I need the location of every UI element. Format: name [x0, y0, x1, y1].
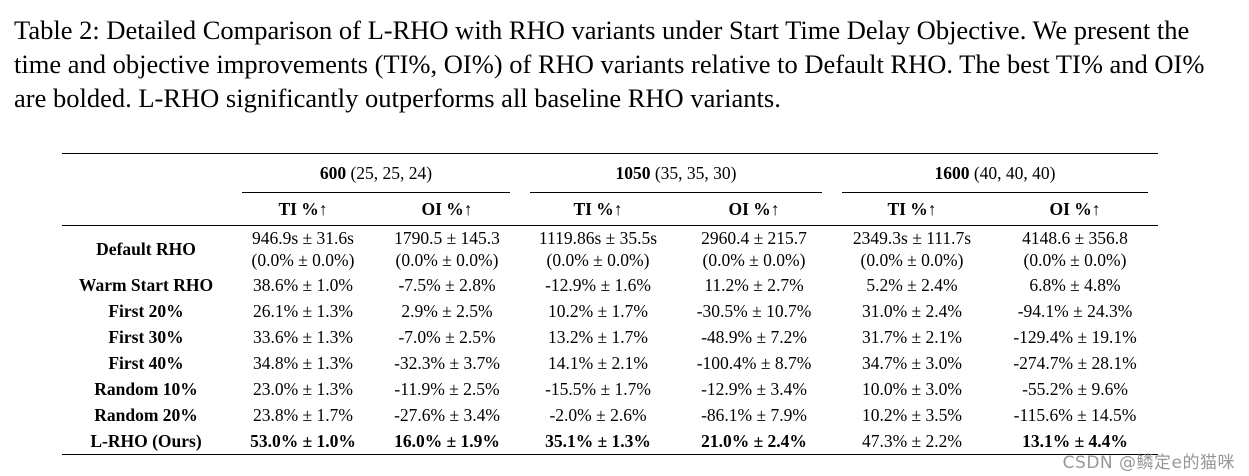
group-params: (35, 35, 30) — [650, 163, 737, 183]
table-cell: 1790.5 ± 145.3 (0.0% ± 0.0%) — [394, 228, 500, 270]
table-cell: -30.5% ± 10.7% — [696, 301, 812, 321]
table-cell: -86.1% ± 7.9% — [701, 405, 807, 425]
table-row: Random 20% 23.8% ± 1.7% -27.6% ± 3.4% -2.0%… — [62, 402, 1158, 428]
table-cell: 53.0% ± 1.0% — [250, 431, 356, 451]
table-caption: Table 2: Detailed Comparison of L-RHO wi… — [14, 15, 1205, 113]
table-cell: 10.2% ± 3.5% — [861, 405, 962, 425]
table-cell: -2.0% ± 2.6% — [549, 405, 647, 425]
table-cell: 10.2% ± 1.7% — [547, 301, 648, 321]
table-row: First 20% 26.1% ± 1.3% 2.9% ± 2.5% 10.2% ± … — [62, 298, 1158, 324]
table-cell: -11.9% ± 2.5% — [394, 379, 500, 399]
table-cell: -115.6% ± 14.5% — [1013, 405, 1137, 425]
group-name: 1600 — [934, 163, 970, 183]
table-row: Warm Start RHO 38.6% ± 1.0% -7.5% ± 2.8% -1… — [62, 272, 1158, 298]
table-cell: 1119.86s ± 35.5s (0.0% ± 0.0%) — [538, 228, 658, 270]
method-label: Warm Start RHO — [78, 275, 214, 295]
table-cell: -7.0% ± 2.5% — [398, 327, 496, 347]
table-cell: -274.7% ± 28.1% — [1013, 353, 1137, 373]
table-cell: 2349.3s ± 111.7s (0.0% ± 0.0%) — [852, 228, 972, 270]
group-cmidrule — [232, 192, 520, 193]
table-row: Random 10% 23.0% ± 1.3% -11.9% ± 2.5% -15.5… — [62, 376, 1158, 402]
table-cell: -27.6% ± 3.4% — [394, 405, 500, 425]
comparison-table: 600 (25, 25, 24) 1050 (35, 35, 30) 1600 … — [62, 153, 1158, 455]
table-cell: 34.7% ± 3.0% — [861, 353, 962, 373]
table-cell: 13.2% ± 1.7% — [547, 327, 648, 347]
subheader-ti: TI %↑ — [887, 199, 937, 219]
table-cell: -55.2% ± 9.6% — [1022, 379, 1128, 399]
table-cell: 2.9% ± 2.5% — [401, 301, 493, 321]
table-cell: 4148.6 ± 356.8 (0.0% ± 0.0%) — [1022, 228, 1128, 270]
group-header: 1600 (40, 40, 40) — [832, 154, 1158, 192]
table-cell: 6.8% ± 4.8% — [1029, 275, 1121, 295]
table-cell: 16.0% ± 1.9% — [394, 431, 500, 451]
table-cell: -12.9% ± 1.6% — [545, 275, 651, 295]
group-name: 1050 — [615, 163, 651, 183]
subheader-oi: OI %↑ — [1049, 199, 1101, 219]
subheader-ti: TI %↑ — [573, 199, 623, 219]
table-cell: 11.2% ± 2.7% — [704, 275, 804, 295]
table-cell: 38.6% ± 1.0% — [252, 275, 353, 295]
table-cell: -15.5% ± 1.7% — [545, 379, 651, 399]
method-label: First 30% — [108, 327, 184, 347]
table-cell: 26.1% ± 1.3% — [252, 301, 353, 321]
table-cell: 21.0% ± 2.4% — [701, 431, 807, 451]
table-cell: 5.2% ± 2.4% — [866, 275, 958, 295]
table-cell: -7.5% ± 2.8% — [398, 275, 496, 295]
group-name: 600 — [319, 163, 347, 183]
method-label: First 20% — [108, 301, 184, 321]
table-cell: -32.3% ± 3.7% — [394, 353, 500, 373]
header-rule — [62, 225, 1158, 226]
group-header: 1050 (35, 35, 30) — [520, 154, 832, 192]
group-header: 600 (25, 25, 24) — [232, 154, 520, 192]
table-cell: 31.0% ± 2.4% — [861, 301, 962, 321]
group-cmidrule — [832, 192, 1158, 193]
watermark: CSDN @鳞定e的猫咪 — [1062, 453, 1235, 473]
group-params: (25, 25, 24) — [346, 163, 433, 183]
group-params: (40, 40, 40) — [969, 163, 1056, 183]
method-label: Random 20% — [94, 405, 198, 425]
table-cell: -129.4% ± 19.1% — [1013, 327, 1137, 347]
table-cell: 2960.4 ± 215.7 (0.0% ± 0.0%) — [701, 228, 807, 270]
method-label: Random 10% — [94, 379, 198, 399]
method-label: Default RHO — [96, 239, 196, 259]
table-cell: 47.3% ± 2.2% — [861, 431, 962, 451]
table-cell: 23.0% ± 1.3% — [252, 379, 353, 399]
group-header-row: 600 (25, 25, 24) 1050 (35, 35, 30) 1600 … — [62, 154, 1158, 192]
table-cell: 946.9s ± 31.6s (0.0% ± 0.0%) — [251, 228, 355, 270]
table-cell: 31.7% ± 2.1% — [861, 327, 962, 347]
table-cell: 14.1% ± 2.1% — [547, 353, 648, 373]
table-cell: 35.1% ± 1.3% — [545, 431, 651, 451]
subheader-oi: OI %↑ — [728, 199, 780, 219]
table-cell: 34.8% ± 1.3% — [252, 353, 353, 373]
table-row-default-rho: Default RHO 946.9s ± 31.6s (0.0% ± 0.0%) … — [62, 226, 1158, 272]
group-cmidrule-row — [62, 192, 1158, 193]
table-row: L-RHO (Ours) 53.0% ± 1.0% 16.0% ± 1.9% 35.1… — [62, 428, 1158, 454]
subheader-row: TI %↑ OI %↑ TI %↑ OI %↑ TI %↑ OI %↑ — [62, 193, 1158, 226]
table-cell: 23.8% ± 1.7% — [252, 405, 353, 425]
group-cmidrule — [520, 192, 832, 193]
table-cell: 33.6% ± 1.3% — [252, 327, 353, 347]
table-row: First 40% 34.8% ± 1.3% -32.3% ± 3.7% 14.1% … — [62, 350, 1158, 376]
table-row: First 30% 33.6% ± 1.3% -7.0% ± 2.5% 13.2% ±… — [62, 324, 1158, 350]
table-cell: -100.4% ± 8.7% — [696, 353, 812, 373]
table-cell: -48.9% ± 7.2% — [701, 327, 807, 347]
top-rule — [62, 153, 1158, 154]
table-cell: 10.0% ± 3.0% — [861, 379, 962, 399]
subheader-oi: OI %↑ — [421, 199, 473, 219]
method-label: First 40% — [108, 353, 184, 373]
table-cell: -94.1% ± 24.3% — [1017, 301, 1133, 321]
subheader-ti: TI %↑ — [278, 199, 328, 219]
bottom-rule — [62, 454, 1158, 455]
table-cell: 13.1% ± 4.4% — [1022, 431, 1128, 451]
method-label: L-RHO (Ours) — [90, 431, 202, 451]
table-body: Warm Start RHO 38.6% ± 1.0% -7.5% ± 2.8% -1… — [62, 272, 1158, 454]
table-cell: -12.9% ± 3.4% — [701, 379, 807, 399]
